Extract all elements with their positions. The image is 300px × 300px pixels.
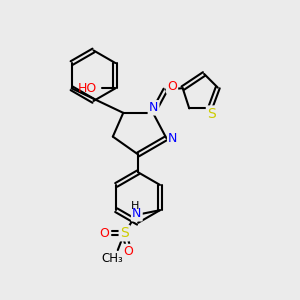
Text: S: S <box>120 226 129 240</box>
Text: HO: HO <box>77 82 97 95</box>
Text: O: O <box>123 245 133 258</box>
Text: S: S <box>207 107 216 121</box>
Text: N: N <box>168 132 178 145</box>
Text: H: H <box>131 201 140 211</box>
Text: N: N <box>132 207 142 220</box>
Text: CH₃: CH₃ <box>102 251 123 265</box>
Text: N: N <box>149 101 158 114</box>
Text: O: O <box>167 80 177 93</box>
Text: O: O <box>99 226 109 240</box>
